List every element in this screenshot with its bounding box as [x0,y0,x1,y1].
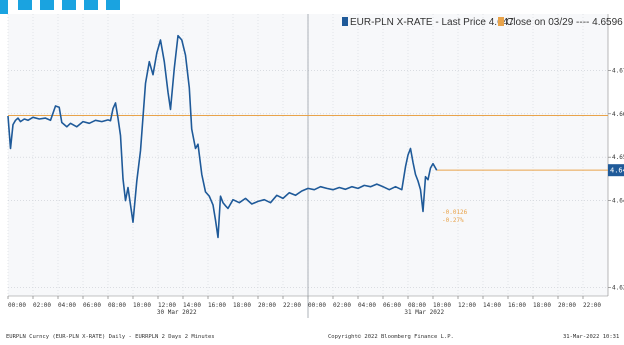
x-tick-label: 16:00 [508,302,526,309]
x-tick-label: 00:00 [308,302,326,309]
header-accent-bar-6 [106,0,120,10]
x-tick-label: 22:00 [583,302,601,309]
x-tick-label: 14:00 [183,302,201,309]
header-accent-bar-3 [40,0,54,10]
change-percent-label: -0.27% [442,217,464,224]
x-group-label: 31 Mar 2022 [404,309,444,316]
header-accent-bar-4 [62,0,76,10]
header-accent-bar [0,0,8,14]
x-tick-label: 02:00 [333,302,351,309]
x-tick-label: 04:00 [58,302,76,309]
x-tick-label: 10:00 [433,302,451,309]
x-tick-label: 20:00 [258,302,276,309]
price-series-line [7,34,438,239]
y-axis: 4.62 4.64 4.65 4.66 4.67 [607,14,624,296]
x-tick-label: 12:00 [458,302,476,309]
x-tick-label: 20:00 [558,302,576,309]
x-tick-label: 02:00 [33,302,51,309]
last-price-tag [608,164,624,177]
y-tick-label: 4.67 [612,67,624,74]
x-tick-label: 04:00 [358,302,376,309]
header-accent-bar-2 [18,0,32,10]
y-tick-label: 4.62 [612,284,624,291]
legend-label-close: Close on 03/29 ---- 4.6596 [506,17,623,28]
legend-swatch-close [498,17,504,26]
x-tick-label: 00:00 [8,302,26,309]
y-tick-label: 4.66 [612,111,624,118]
header-strip [0,0,624,12]
footer-timestamp: 31-Mar-2022 10:31 [563,334,619,340]
y-tick-label: 4.64 [612,198,624,205]
x-group-label: 30 Mar 2022 [157,309,197,316]
x-tick-label: 18:00 [533,302,551,309]
footer-copyright: Copyright© 2022 Bloomberg Finance L.P. [328,334,454,340]
x-tick-label: 18:00 [233,302,251,309]
x-tick-label: 16:00 [208,302,226,309]
x-tick-label: 12:00 [158,302,176,309]
footer-source: EURPLN Curncy (EUR-PLN X-RATE) Daily - E… [6,334,215,340]
last-price-tag-label: 4.64 [610,167,624,175]
x-tick-label: 08:00 [408,302,426,309]
series-layer [7,34,608,239]
x-tick-label: 10:00 [133,302,151,309]
x-tick-label: 08:00 [108,302,126,309]
legend: EUR-PLN X-RATE - Last Price 4.647 Close … [342,17,623,28]
x-axis: 00:00 02:00 04:00 06:00 08:00 10:00 12:00 14:00… [7,14,608,318]
change-value-label: -0.0126 [442,209,468,216]
header-accent-bar-5 [84,0,98,10]
x-tick-label: 14:00 [483,302,501,309]
y-tick-label: 4.65 [612,154,624,161]
x-tick-label: 06:00 [83,302,101,309]
x-tick-label: 22:00 [283,302,301,309]
legend-label-last-price: EUR-PLN X-RATE - Last Price 4.647 [350,17,514,28]
legend-swatch-last-price [342,17,348,26]
x-tick-label: 06:00 [383,302,401,309]
